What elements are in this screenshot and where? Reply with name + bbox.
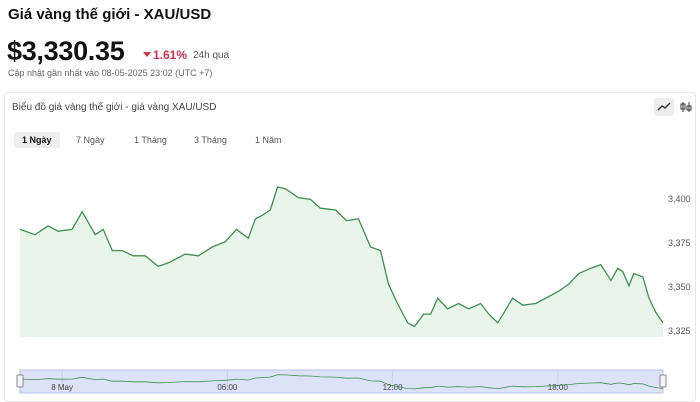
navigator-handle (659, 374, 667, 388)
range-tab[interactable]: 1 Ngày (14, 132, 60, 148)
price-line (19, 186, 664, 328)
range-tab[interactable]: 1 Năm (255, 135, 282, 145)
price: $3,330.35 (7, 36, 125, 66)
price-line (19, 374, 664, 390)
navigator-handle (16, 374, 24, 388)
line-icon (657, 102, 671, 111)
x-tick-label: 18:00 (548, 383, 569, 392)
candle-icon (680, 102, 692, 112)
line-chart-button[interactable] (654, 98, 674, 116)
x-tick-label: 12:00 (383, 383, 404, 392)
y-tick-label: 3,325 (668, 326, 691, 336)
area-fill (20, 187, 663, 337)
y-tick-label: 3,375 (668, 238, 691, 248)
page-title: Giá vàng thế giới - XAU/USD (8, 6, 212, 23)
x-tick-label: 8 May (51, 383, 73, 392)
price-change: 1.61% (153, 48, 188, 62)
card-title: Biểu đồ giá vàng thế giới - giá vàng XAU… (12, 102, 217, 113)
change-period: 24h qua (193, 50, 230, 61)
range-tab[interactable]: 1 Tháng (134, 135, 167, 145)
y-tick-label: 3,400 (668, 194, 691, 204)
updated-time: Cập nhật gần nhất vào 08-05-2025 23:02 (… (8, 68, 213, 78)
range-tab[interactable]: 3 Tháng (194, 135, 227, 145)
down-arrow (143, 52, 151, 57)
range-tab[interactable]: 7 Ngày (76, 135, 105, 145)
x-tick-label: 06:00 (217, 383, 238, 392)
candle-chart-button[interactable] (676, 98, 696, 116)
y-tick-label: 3,350 (668, 282, 691, 292)
